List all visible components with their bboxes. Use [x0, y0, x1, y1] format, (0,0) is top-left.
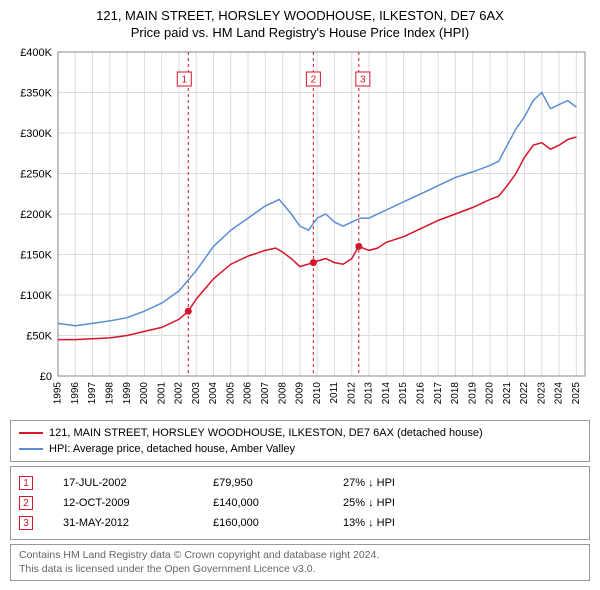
y-tick-label: £350K [20, 88, 52, 100]
x-tick-label: 2017 [433, 382, 444, 405]
legend-label: HPI: Average price, detached house, Ambe… [49, 443, 295, 455]
x-tick-label: 1997 [87, 382, 98, 405]
y-tick-label: £150K [20, 250, 52, 262]
transaction-price: £140,000 [213, 497, 343, 509]
legend-swatch [19, 448, 43, 450]
y-tick-label: £300K [20, 128, 52, 140]
title-line-2: Price paid vs. HM Land Registry's House … [10, 25, 590, 40]
event-marker-label: 1 [182, 75, 188, 86]
x-tick-label: 2012 [346, 382, 357, 405]
chart-title: 121, MAIN STREET, HORSLEY WOODHOUSE, ILK… [10, 8, 590, 40]
x-tick-label: 2014 [381, 382, 392, 405]
attribution-line-1: Contains HM Land Registry data © Crown c… [19, 549, 581, 563]
x-tick-label: 2025 [571, 382, 582, 405]
attribution: Contains HM Land Registry data © Crown c… [10, 544, 590, 581]
y-tick-label: £50K [26, 331, 52, 343]
x-tick-label: 2022 [519, 382, 530, 405]
x-tick-label: 2000 [139, 382, 150, 405]
transaction-row: 2 12-OCT-2009£140,00025% ↓ HPI [19, 493, 581, 513]
x-tick-label: 2015 [398, 382, 409, 405]
legend-item: 121, MAIN STREET, HORSLEY WOODHOUSE, ILK… [19, 425, 581, 441]
event-marker-label: 3 [360, 75, 366, 86]
transaction-date: 31-MAY-2012 [63, 517, 213, 529]
transaction-marker: 3 [19, 516, 33, 530]
x-tick-label: 2011 [329, 382, 340, 404]
x-tick-label: 2016 [415, 382, 426, 405]
transaction-row: 1 17-JUL-2002£79,95027% ↓ HPI [19, 473, 581, 493]
y-tick-label: £250K [20, 169, 52, 181]
x-tick-label: 2020 [485, 382, 496, 405]
line-chart: £0 £50K £100K £150K £200K £250K £300K £350K £400… [10, 46, 590, 416]
x-tick-label: 2003 [191, 382, 202, 405]
transaction-date: 12-OCT-2009 [63, 497, 213, 509]
transaction-delta: 25% ↓ HPI [343, 497, 395, 509]
transaction-delta: 27% ↓ HPI [343, 477, 395, 489]
y-tick-label: £200K [20, 209, 52, 221]
x-tick-label: 2007 [260, 382, 271, 405]
x-tick-label: 2021 [502, 382, 513, 405]
legend-swatch [19, 432, 43, 434]
transaction-price: £79,950 [213, 477, 343, 489]
x-tick-label: 2001 [156, 382, 167, 405]
x-tick-label: 2008 [277, 382, 288, 405]
transaction-delta: 13% ↓ HPI [343, 517, 395, 529]
y-tick-label: £100K [20, 290, 52, 302]
event-marker-label: 2 [311, 75, 317, 86]
x-tick-label: 2018 [450, 382, 461, 405]
x-tick-label: 1995 [53, 382, 64, 405]
transaction-row: 3 31-MAY-2012£160,00013% ↓ HPI [19, 513, 581, 533]
y-tick-label: £0 [40, 371, 52, 383]
x-tick-label: 2005 [225, 382, 236, 405]
x-tick-label: 2006 [243, 382, 254, 405]
transaction-price: £160,000 [213, 517, 343, 529]
x-tick-label: 1998 [104, 382, 115, 405]
transaction-marker: 1 [19, 476, 33, 490]
attribution-line-2: This data is licensed under the Open Gov… [19, 563, 581, 577]
x-tick-label: 2024 [554, 382, 565, 405]
event-point [355, 243, 362, 250]
x-tick-label: 1996 [70, 382, 81, 405]
x-tick-label: 2019 [467, 382, 478, 405]
legend-item: HPI: Average price, detached house, Ambe… [19, 441, 581, 457]
x-tick-label: 2009 [295, 382, 306, 405]
x-tick-label: 2023 [536, 382, 547, 405]
title-line-1: 121, MAIN STREET, HORSLEY WOODHOUSE, ILK… [10, 8, 590, 23]
x-tick-label: 2002 [174, 382, 185, 405]
transaction-marker: 2 [19, 496, 33, 510]
legend: 121, MAIN STREET, HORSLEY WOODHOUSE, ILK… [10, 420, 590, 462]
x-tick-label: 1999 [122, 382, 133, 405]
y-tick-label: £400K [20, 47, 52, 59]
transaction-date: 17-JUL-2002 [63, 477, 213, 489]
legend-label: 121, MAIN STREET, HORSLEY WOODHOUSE, ILK… [49, 427, 483, 439]
x-tick-label: 2010 [312, 382, 323, 405]
chart-container: 121, MAIN STREET, HORSLEY WOODHOUSE, ILK… [0, 0, 600, 581]
event-point [310, 259, 317, 266]
transactions-table: 1 17-JUL-2002£79,95027% ↓ HPI 2 12-OCT-2009… [10, 466, 590, 540]
x-tick-label: 2013 [364, 382, 375, 405]
event-point [185, 308, 192, 315]
x-tick-label: 2004 [208, 382, 219, 405]
